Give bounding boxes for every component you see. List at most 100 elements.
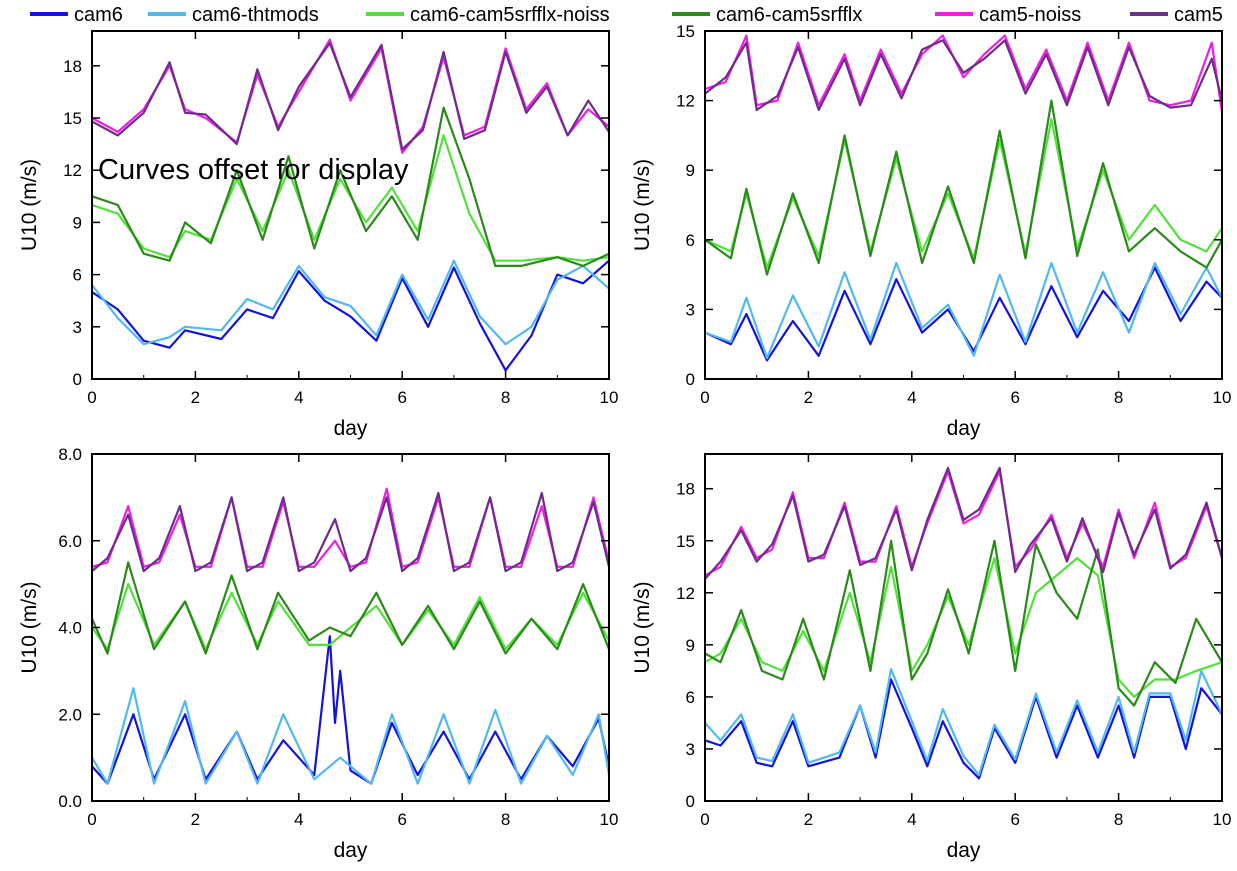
series-line-cam6-cam5srfflx (705, 539, 1222, 707)
series-line-cam6-cam5srfflx (705, 99, 1222, 276)
legend-label: cam6-cam5srfflx (716, 4, 862, 26)
x-axis-label: day (947, 839, 981, 862)
series-group (705, 466, 1222, 780)
legend-item-cam6-thtmods: cam6-thtmods (148, 4, 319, 26)
y-tick-label: 6 (686, 231, 695, 250)
x-axis-label: day (334, 839, 368, 862)
y-tick-label: 0 (686, 370, 695, 389)
y-tick-label: 18 (63, 57, 82, 76)
legend-label: cam6-cam5srfflx-noiss (410, 4, 610, 26)
y-tick-label: 9 (73, 213, 82, 232)
x-tick-label: 2 (804, 810, 813, 829)
x-tick-label: 8 (1114, 810, 1123, 829)
series-line-cam6-cam5srfflx (92, 106, 609, 267)
legend-item-cam6-cam5srfflx: cam6-cam5srfflx (672, 4, 862, 26)
series-line-cam5 (92, 42, 609, 151)
x-tick-label: 6 (1010, 388, 1019, 407)
series-line-cam6 (705, 266, 1222, 362)
y-tick-label: 8.0 (58, 445, 82, 464)
y-tick-label: 12 (63, 161, 82, 180)
legend-label: cam6-thtmods (192, 4, 319, 26)
y-axis-label: U10 (m/s) (18, 581, 41, 673)
series-line-cam6-thtmods (92, 259, 609, 346)
panel-bottom-right: 0 2 4 6 8 10 0 3 6 9 12 15 18 day U10 (m/s) (631, 453, 1232, 862)
series-line-cam6 (705, 678, 1222, 780)
series-line-cam5 (705, 466, 1222, 580)
plot-frame (704, 453, 1223, 802)
x-tick-label: 2 (804, 388, 813, 407)
x-tick-label: 10 (1213, 388, 1232, 407)
series-line-cam6-cam5srfflx-noiss (92, 583, 609, 651)
y-tick-label: 6 (73, 266, 82, 285)
legend-item-cam5: cam5 (1130, 4, 1223, 26)
y-tick-label: 4.0 (58, 619, 82, 638)
series-line-cam6-cam5srfflx-noiss (705, 118, 1222, 269)
y-tick-label: 15 (63, 109, 82, 128)
x-tick-label: 2 (191, 810, 200, 829)
y-tick-label: 15 (676, 22, 695, 41)
y-tick-label: 12 (676, 92, 695, 111)
legend-label: cam5 (1174, 4, 1223, 26)
series-line-cam6-thtmods (705, 261, 1222, 360)
x-tick-label: 8 (1114, 388, 1123, 407)
y-tick-label: 6.0 (58, 532, 82, 551)
series-line-cam6 (92, 259, 609, 372)
panel-top-left: 0 2 4 6 8 10 0 3 6 9 12 15 18 day U10 (m/s) Curves offs… (18, 30, 619, 440)
series-line-cam5 (705, 39, 1222, 111)
y-axis-label: U10 (m/s) (18, 159, 41, 251)
series-line-cam5-noiss (92, 487, 609, 568)
legend-label: cam6 (74, 4, 123, 26)
x-tick-label: 10 (600, 388, 619, 407)
y-axis-label: U10 (m/s) (631, 159, 654, 251)
y-tick-label: 9 (686, 636, 695, 655)
y-tick-label: 0.0 (58, 792, 82, 811)
series-line-cam5-noiss (705, 470, 1222, 577)
x-tick-label: 4 (294, 810, 303, 829)
y-tick-label: 12 (676, 584, 695, 603)
x-tick-label: 6 (397, 810, 406, 829)
x-tick-label: 4 (907, 810, 916, 829)
series-line-cam6-cam5srfflx (92, 561, 609, 655)
panel-bottom-left: 0 2 4 6 8 10 0.0 2.0 4.0 6.0 8.0 day U10 (m/s) (18, 445, 618, 862)
legend-item-cam6-cam5srfflx-noiss: cam6-cam5srfflx-noiss (366, 4, 610, 26)
x-tick-label: 0 (87, 810, 96, 829)
legend-label: cam5-noiss (979, 4, 1081, 26)
series-line-cam6 (92, 635, 609, 785)
x-axis-label: day (947, 417, 981, 440)
legend: cam6 cam6-thtmods cam6-cam5srfflx-noiss cam… (30, 4, 1223, 26)
series-group (92, 38, 609, 372)
y-tick-label: 3 (73, 318, 82, 337)
legend-item-cam6: cam6 (30, 4, 123, 26)
panel-top-right: 0 2 4 6 8 10 0 3 6 9 12 15 day U10 (m/s) (631, 22, 1231, 440)
y-tick-label: 6 (686, 688, 695, 707)
y-tick-label: 2.0 (58, 705, 82, 724)
y-tick-label: 15 (676, 532, 695, 551)
series-line-cam6-thtmods (705, 668, 1222, 777)
x-tick-label: 6 (397, 388, 406, 407)
x-tick-label: 4 (294, 388, 303, 407)
y-tick-label: 3 (686, 300, 695, 319)
x-axis-label: day (334, 417, 368, 440)
x-tick-label: 10 (1213, 810, 1232, 829)
y-tick-label: 0 (686, 792, 695, 811)
x-tick-label: 8 (501, 388, 510, 407)
y-axis-label: U10 (m/s) (631, 581, 654, 673)
series-group (92, 487, 609, 785)
x-tick-label: 8 (501, 810, 510, 829)
legend-item-cam5-noiss: cam5-noiss (935, 4, 1081, 26)
x-tick-label: 0 (700, 810, 709, 829)
series-line-cam5 (92, 491, 609, 573)
y-tick-label: 0 (73, 370, 82, 389)
x-tick-label: 4 (907, 388, 916, 407)
series-line-cam6-thtmods (92, 687, 609, 785)
x-tick-label: 6 (1010, 810, 1019, 829)
x-tick-label: 10 (600, 810, 619, 829)
y-tick-label: 18 (676, 480, 695, 499)
y-tick-label: 3 (686, 740, 695, 759)
x-tick-label: 0 (700, 388, 709, 407)
x-tick-label: 2 (191, 388, 200, 407)
series-group (705, 34, 1222, 362)
x-tick-label: 0 (87, 388, 96, 407)
y-tick-label: 9 (686, 161, 695, 180)
